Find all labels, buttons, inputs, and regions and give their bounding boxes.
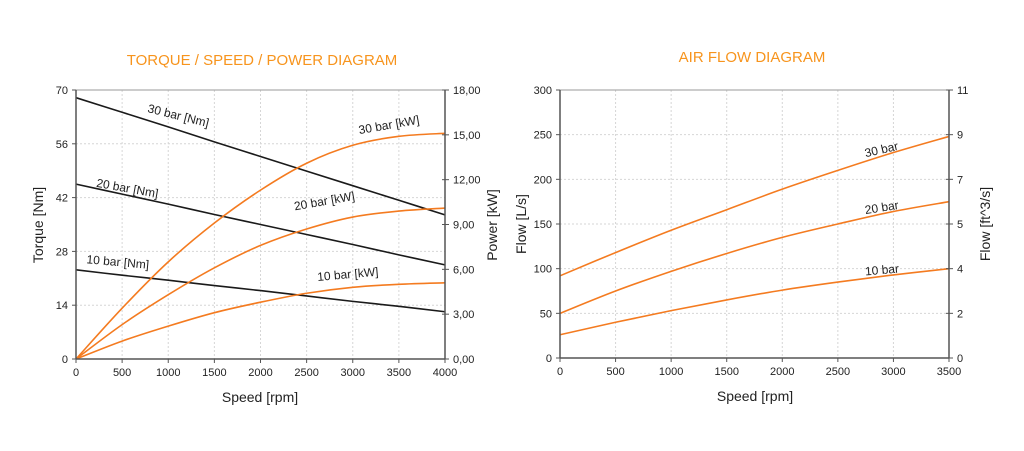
y-tick-label: 42: [56, 193, 68, 205]
x-tick-label: 3500: [387, 367, 411, 379]
y-tick-label: 100: [534, 264, 552, 276]
y-tick-label: 250: [534, 130, 552, 142]
x-tick-label: 3500: [937, 366, 961, 378]
x-tick-label: 1500: [202, 367, 226, 379]
y2-tick-label: 18,00: [453, 85, 481, 97]
y2-tick-label: 9,00: [453, 220, 474, 232]
series-line-20-bar: [559, 200, 950, 315]
y-tick-label: 70: [56, 85, 68, 97]
x-tick-label: 1000: [156, 367, 180, 379]
chart-title: TORQUE / SPEED / POWER DIAGRAM: [127, 52, 398, 69]
x-tick-label: 2500: [826, 366, 850, 378]
y2-tick-label: 0,00: [453, 354, 474, 366]
series-line-30-bar-nm: [75, 96, 446, 216]
y2-tick-label: 5: [957, 219, 963, 231]
y-axis-title: Torque [Nm]: [30, 187, 46, 263]
air-flow-chart: AIR FLOW DIAGRAM 0 500 1000 1500 2000 2500 300…: [513, 49, 993, 404]
y-tick-label: 200: [534, 174, 552, 186]
series-line-10-bar-kw: [75, 281, 446, 360]
y2-axis-title: Flow [ft^3/s]: [977, 187, 993, 261]
series-line-20-bar-kw: [75, 207, 446, 360]
y2-tick-label: 12,00: [453, 175, 481, 187]
x-tick-label: 0: [73, 367, 79, 379]
y-tick-label: 50: [540, 308, 552, 320]
x-tick-label: 500: [606, 366, 624, 378]
series-label-20-bar: 20 bar: [864, 198, 900, 217]
y2-axis-title: Power [kW]: [484, 189, 500, 261]
series-label-10-bar-kw: 10 bar [kW]: [317, 265, 379, 284]
y-tick-label: 300: [534, 85, 552, 97]
x-tick-label: 1500: [714, 366, 738, 378]
y-tick-label: 0: [62, 354, 68, 366]
x-tick-label: 2500: [294, 367, 318, 379]
series-label-20-bar-kw: 20 bar [kW]: [293, 189, 356, 213]
series-line-10-bar-nm: [75, 269, 446, 313]
series-line-30-bar-kw: [75, 132, 446, 360]
y-tick-label: 150: [534, 219, 552, 231]
series-line-20-bar-nm: [75, 183, 446, 266]
series-label-10-bar: 10 bar: [864, 262, 899, 279]
y2-tick-label: 7: [957, 174, 963, 186]
y-tick-label: 28: [56, 246, 68, 258]
y2-tick-label: 2: [957, 308, 963, 320]
chart-title: AIR FLOW DIAGRAM: [679, 49, 826, 66]
y2-tick-label: 6,00: [453, 264, 474, 276]
x-tick-label: 3000: [341, 367, 365, 379]
series-label-30-bar-nm: 30 bar [Nm]: [146, 101, 210, 130]
x-tick-label: 2000: [770, 366, 794, 378]
y-tick-label: 0: [546, 353, 552, 365]
y2-tick-label: 15,00: [453, 130, 481, 142]
series-line-30-bar: [559, 135, 950, 277]
y2-tick-label: 4: [957, 264, 963, 276]
y2-tick-label: 3,00: [453, 309, 474, 321]
x-tick-label: 500: [113, 367, 131, 379]
series-label-20-bar-nm: 20 bar [Nm]: [95, 176, 159, 201]
x-tick-label: 3000: [881, 366, 905, 378]
series-line-10-bar: [559, 267, 950, 336]
y-axis-title: Flow [L/s]: [513, 194, 529, 254]
torque-speed-power-chart: TORQUE / SPEED / POWER DIAGRAM 0 500 1000 1…: [30, 52, 500, 405]
y2-tick-label: 0: [957, 353, 963, 365]
series-label-10-bar-nm: 10 bar [Nm]: [86, 252, 150, 271]
x-tick-label: 1000: [659, 366, 683, 378]
x-axis-title: Speed [rpm]: [222, 389, 298, 405]
x-axis-title: Speed [rpm]: [717, 388, 793, 404]
y-tick-label: 56: [56, 139, 68, 151]
series-label-30-bar-kw: 30 bar [kW]: [358, 113, 421, 137]
y2-tick-label: 11: [957, 85, 968, 97]
y2-tick-label: 9: [957, 130, 963, 142]
x-tick-label: 2000: [248, 367, 272, 379]
x-tick-label: 0: [557, 366, 563, 378]
x-tick-label: 4000: [433, 367, 457, 379]
y-tick-label: 14: [56, 300, 68, 312]
